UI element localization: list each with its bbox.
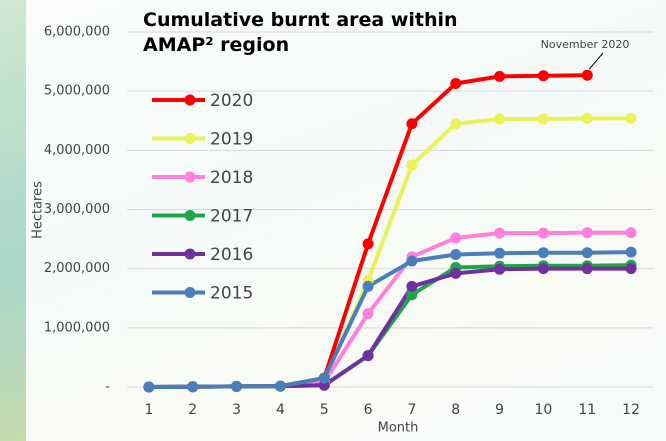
x-tick-label: 11: [578, 402, 596, 418]
legend-marker: [185, 95, 196, 106]
data-point: [319, 373, 330, 384]
data-point: [538, 70, 549, 81]
x-tick-label: 9: [495, 402, 504, 418]
data-point: [494, 113, 505, 124]
legend-marker: [185, 172, 196, 183]
data-point: [538, 113, 549, 124]
x-tick-label: 1: [144, 402, 153, 418]
data-point: [626, 247, 637, 258]
data-point: [406, 281, 417, 292]
x-tick-label: 4: [276, 402, 285, 418]
data-point: [450, 249, 461, 260]
y-tick-label: 4,000,000: [44, 143, 110, 158]
data-point: [494, 264, 505, 275]
data-point: [538, 247, 549, 258]
legend-label: 2019: [210, 130, 253, 150]
data-point: [626, 113, 637, 124]
data-point: [406, 255, 417, 266]
data-point: [582, 113, 593, 124]
data-point: [582, 263, 593, 274]
data-point: [626, 227, 637, 238]
data-point: [450, 232, 461, 243]
y-tick-label: 3,000,000: [44, 202, 110, 217]
data-point: [450, 118, 461, 129]
y-tick-label: 1,000,000: [44, 320, 110, 335]
x-tick-label: 10: [535, 402, 553, 418]
legend-label: 2018: [210, 168, 253, 188]
y-tick-label: 6,000,000: [44, 25, 110, 40]
y-tick-label: 2,000,000: [44, 261, 110, 276]
x-tick-label: 12: [622, 402, 640, 418]
legend-label: 2017: [210, 207, 253, 227]
legend-label: 2015: [210, 284, 253, 304]
x-tick-label: 8: [451, 402, 460, 418]
data-point: [582, 227, 593, 238]
legend-marker: [185, 133, 196, 144]
data-point: [231, 381, 242, 392]
data-point: [582, 247, 593, 258]
data-point: [538, 263, 549, 274]
data-point: [363, 308, 374, 319]
data-point: [275, 381, 286, 392]
y-tick-label: 5,000,000: [44, 84, 110, 99]
data-point: [363, 238, 374, 249]
data-point: [538, 228, 549, 239]
y-tick-label: -: [105, 380, 110, 395]
data-point: [187, 381, 198, 392]
data-point: [626, 263, 637, 274]
x-tick-label: 7: [407, 402, 416, 418]
x-tick-label: 3: [232, 402, 241, 418]
data-point: [143, 382, 154, 393]
chart: Month Hectares -1,000,0002,000,0003,000,…: [0, 0, 666, 441]
data-point: [494, 228, 505, 239]
data-point: [363, 281, 374, 292]
page: {"chart_data": { "type": "line", "title"…: [0, 0, 666, 441]
legend-marker: [185, 210, 196, 221]
data-point: [450, 268, 461, 279]
data-point: [450, 78, 461, 89]
chart-background: [26, 0, 666, 441]
data-point: [582, 70, 593, 81]
data-point: [406, 160, 417, 171]
annotation: November 2020: [541, 38, 630, 51]
data-point: [494, 71, 505, 82]
x-tick-label: 2: [188, 402, 197, 418]
data-point: [406, 118, 417, 129]
x-axis-label: Month: [378, 421, 419, 436]
legend-marker: [185, 249, 196, 260]
legend-label: 2016: [210, 245, 253, 265]
chart-title: Cumulative burnt area within AMAP² regio…: [143, 8, 533, 58]
legend-marker: [185, 287, 196, 298]
data-point: [363, 350, 374, 361]
x-tick-label: 5: [320, 402, 329, 418]
legend-label: 2020: [210, 91, 253, 111]
data-point: [494, 248, 505, 259]
x-tick-label: 6: [364, 402, 373, 418]
